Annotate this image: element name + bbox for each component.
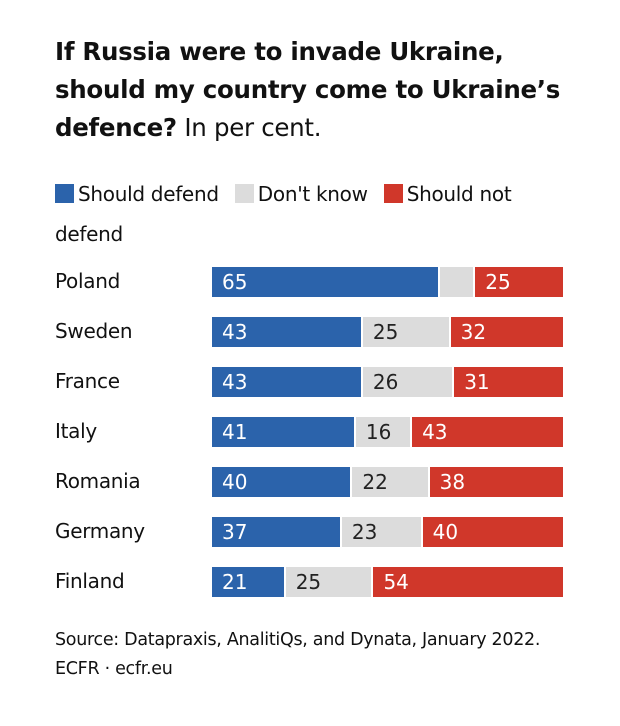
data-label-italy-should-not-defend: 43 xyxy=(422,420,448,444)
data-label-italy-don-t-know: 16 xyxy=(365,420,392,444)
data-label-romania-should-not-defend: 38 xyxy=(439,470,466,494)
bar-poland-don-t-know xyxy=(440,267,474,297)
legend-label: Should not defend xyxy=(55,182,512,246)
category-label-france: France xyxy=(55,369,120,393)
legend-item-should-defend: Should defend xyxy=(55,182,219,206)
data-label-poland-should-defend: 65 xyxy=(222,270,248,294)
category-label-finland: Finland xyxy=(55,569,125,593)
credit-line: ECFR · ecfr.eu xyxy=(55,659,173,679)
data-label-france-should-defend: 43 xyxy=(222,370,248,394)
bar-sweden-don-t-know xyxy=(362,317,449,347)
bar-poland-should-not-defend xyxy=(475,267,563,297)
bar-finland-don-t-know xyxy=(285,567,372,597)
bar-germany-should-not-defend xyxy=(422,517,563,547)
bar-sweden-should-defend xyxy=(212,317,361,347)
category-label-poland: Poland xyxy=(55,269,120,293)
bar-germany-should-defend xyxy=(212,517,340,547)
legend-item-should-not-defend: Should not defend xyxy=(55,182,512,246)
legend: Should defend Don't know Should not defe… xyxy=(55,174,575,254)
data-label-sweden-should-not-defend: 32 xyxy=(460,320,487,344)
data-label-romania-should-defend: 40 xyxy=(222,470,248,494)
data-label-germany-don-t-know: 23 xyxy=(351,520,378,544)
bar-poland-should-defend xyxy=(212,267,439,297)
bar-sweden-should-not-defend xyxy=(450,317,563,347)
category-label-sweden: Sweden xyxy=(55,319,133,343)
legend-swatch-should-not-defend xyxy=(383,184,403,203)
chart-title: If Russia were to invade Ukraine, should… xyxy=(55,33,575,147)
data-label-germany-should-defend: 37 xyxy=(222,520,248,544)
category-label-germany: Germany xyxy=(55,519,145,543)
bar-italy-should-not-defend xyxy=(412,417,563,447)
bar-france-don-t-know xyxy=(362,367,453,397)
data-label-finland-should-defend: 21 xyxy=(222,570,248,594)
data-label-germany-should-not-defend: 40 xyxy=(432,520,459,544)
bar-finland-should-not-defend xyxy=(373,567,563,597)
data-label-sweden-should-defend: 43 xyxy=(222,320,248,344)
legend-swatch-dont-know xyxy=(234,184,254,203)
category-label-romania: Romania xyxy=(55,469,141,493)
data-label-italy-should-defend: 41 xyxy=(222,420,248,444)
chart-footer: Source: Datapraxis, AnalitiQs, and Dynat… xyxy=(55,626,575,684)
bar-romania-should-not-defend xyxy=(429,467,563,497)
data-label-sweden-don-t-know: 25 xyxy=(372,320,399,344)
bar-italy-don-t-know xyxy=(355,417,411,447)
bar-france-should-not-defend xyxy=(454,367,563,397)
legend-label: Don't know xyxy=(257,182,368,206)
chart-title-unit: In per cent. xyxy=(176,113,322,142)
category-label-italy: Italy xyxy=(55,419,97,443)
bar-germany-don-t-know xyxy=(341,517,421,547)
source-note: Source: Datapraxis, AnalitiQs, and Dynat… xyxy=(55,630,541,650)
data-label-finland-should-not-defend: 54 xyxy=(383,570,409,594)
data-label-france-don-t-know: 26 xyxy=(372,370,399,394)
legend-item-dont-know: Don't know xyxy=(234,182,368,206)
bar-romania-don-t-know xyxy=(352,467,428,497)
legend-swatch-should-defend xyxy=(55,184,74,203)
legend-label: Should defend xyxy=(78,182,219,206)
data-label-poland-should-not-defend: 25 xyxy=(485,270,511,294)
bar-finland-should-defend xyxy=(212,567,284,597)
data-label-romania-don-t-know: 22 xyxy=(362,470,388,494)
chart-title-question: If Russia were to invade Ukraine, should… xyxy=(55,37,561,142)
data-label-finland-don-t-know: 25 xyxy=(295,570,322,594)
bar-france-should-defend xyxy=(212,367,361,397)
bar-italy-should-defend xyxy=(212,417,354,447)
bar-romania-should-defend xyxy=(212,467,351,497)
data-label-france-should-not-defend: 31 xyxy=(464,370,490,394)
